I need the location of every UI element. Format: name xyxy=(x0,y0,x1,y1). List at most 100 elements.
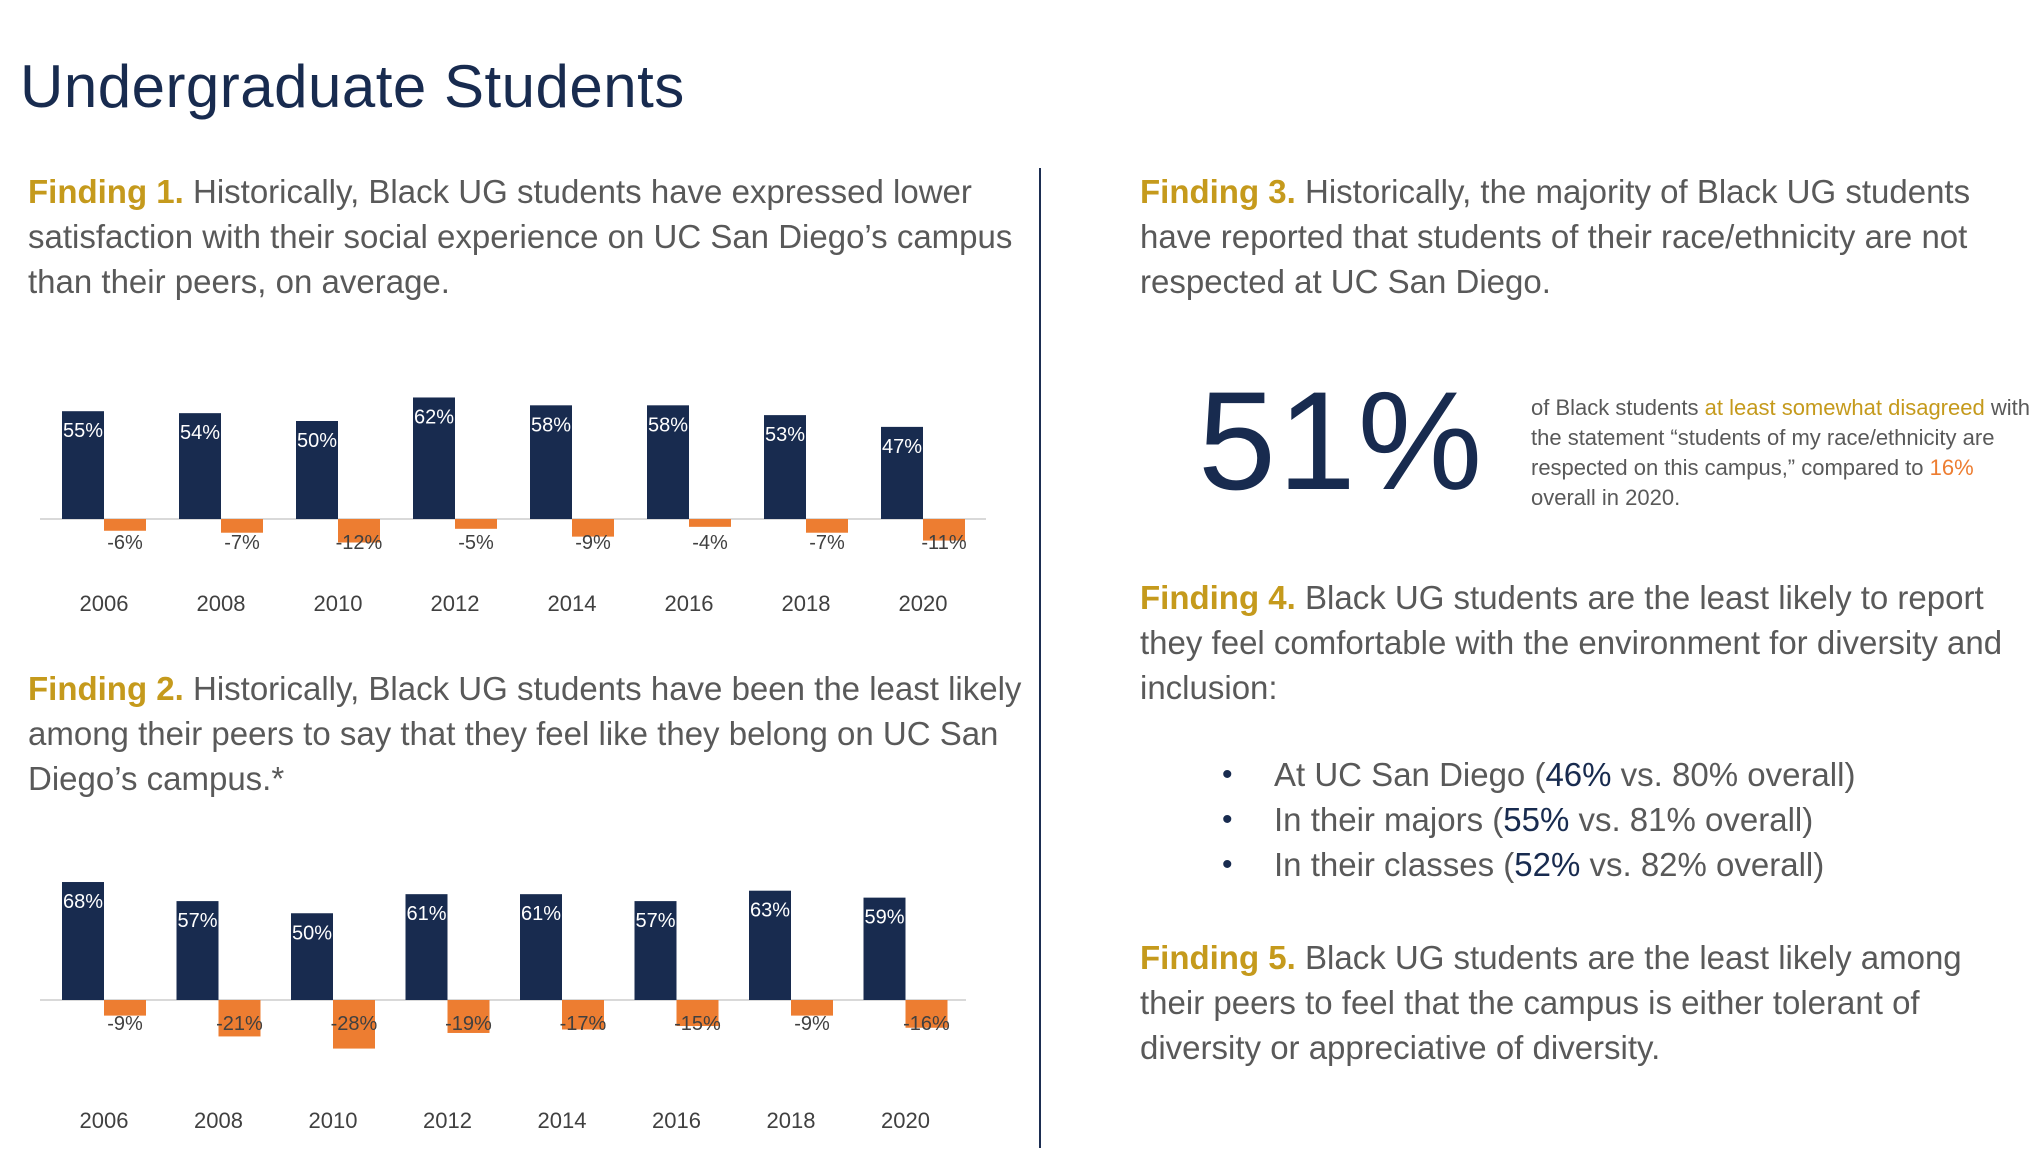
bar-data-label: 58% xyxy=(531,414,571,436)
finding-3: Finding 3. Historically, the majority of… xyxy=(1140,169,2030,304)
bar-data-label: 47% xyxy=(882,436,922,458)
finding-3-label: Finding 3. xyxy=(1140,173,1296,210)
bar-gap-vs-overall xyxy=(676,1000,719,1027)
bar-gap-vs-overall xyxy=(806,519,848,533)
belonging-chart: 68% -9% 2006 57% -21% 2008 50% -28% 2010 61% -19% 2… xyxy=(40,882,966,1133)
bullet-post: vs. 80% overall) xyxy=(1611,756,1856,793)
bar-gap-vs-overall xyxy=(218,1000,261,1037)
bar-black-students xyxy=(530,405,572,519)
x-tick-label: 2014 xyxy=(548,591,597,615)
bar-black-students xyxy=(62,882,104,1000)
x-tick-label: 2016 xyxy=(665,591,714,615)
bar-black-students xyxy=(291,913,333,1000)
bar-black-students xyxy=(863,897,906,1000)
x-tick-label: 2020 xyxy=(899,591,948,615)
bar-gap-vs-overall xyxy=(338,519,380,543)
x-tick-label: 2006 xyxy=(80,591,129,615)
bar-black-students xyxy=(520,894,562,1000)
bar-data-label: -6% xyxy=(107,532,143,554)
bullet-post: vs. 82% overall) xyxy=(1580,846,1825,883)
finding-5: Finding 5. Black UG students are the lea… xyxy=(1140,935,2030,1070)
bar-black-students xyxy=(179,413,221,519)
finding-5-text: Black UG students are the least likely a… xyxy=(1140,939,1962,1066)
x-tick-label: 2016 xyxy=(652,1108,701,1133)
x-tick-label: 2006 xyxy=(80,1108,129,1133)
finding-1-text: Historically, Black UG students have exp… xyxy=(28,173,1013,300)
bar-black-students xyxy=(749,890,791,1000)
bar-gap-vs-overall xyxy=(905,1000,948,1028)
finding-5-label: Finding 5. xyxy=(1140,939,1296,976)
bar-data-label: 68% xyxy=(63,891,103,913)
x-tick-label: 2010 xyxy=(314,591,363,615)
bar-gap-vs-overall xyxy=(104,519,146,531)
bar-black-students xyxy=(634,901,677,1000)
bar-data-label: -12% xyxy=(336,532,383,554)
bar-gap-vs-overall xyxy=(447,1000,490,1033)
bar-data-label: -11% xyxy=(921,532,966,554)
bar-data-label: -7% xyxy=(224,532,260,554)
bar-black-students xyxy=(296,421,338,519)
stat-desc-part-3: overall in 2020. xyxy=(1531,485,1681,510)
bar-gap-vs-overall xyxy=(923,519,965,541)
bullet-value: 52% xyxy=(1514,846,1581,883)
bar-data-label: 59% xyxy=(864,907,904,929)
finding-4-text: Black UG students are the least likely t… xyxy=(1140,579,2003,706)
stat-desc-overall: 16% xyxy=(1929,455,1974,480)
page-title: Undergraduate Students xyxy=(20,53,685,120)
bar-gap-vs-overall xyxy=(455,519,497,529)
bar-data-label: -9% xyxy=(575,532,611,554)
bullet-pre: At UC San Diego ( xyxy=(1274,756,1546,793)
x-tick-label: 2014 xyxy=(538,1108,587,1133)
finding-2-text: Historically, Black UG students have bee… xyxy=(28,670,1022,797)
bar-data-label: 55% xyxy=(63,420,103,442)
bar-gap-vs-overall xyxy=(791,1000,833,1016)
column-divider xyxy=(1039,168,1041,1148)
bullet-item: In their majors (55% vs. 81% overall) xyxy=(1222,797,1855,842)
bar-black-students xyxy=(881,426,923,519)
stat-desc-highlight: at least somewhat disagreed xyxy=(1704,395,1985,420)
bar-data-label: 50% xyxy=(292,922,332,944)
x-tick-label: 2012 xyxy=(423,1108,472,1133)
bar-data-label: 57% xyxy=(177,910,217,932)
bar-data-label: -5% xyxy=(458,532,494,554)
bar-gap-vs-overall xyxy=(689,519,731,527)
bar-data-label: -9% xyxy=(107,1013,143,1035)
bar-black-students xyxy=(62,411,104,519)
bar-data-label: -21% xyxy=(216,1013,263,1035)
bar-data-label: 54% xyxy=(180,422,220,444)
bar-data-label: -17% xyxy=(560,1013,607,1035)
bar-data-label: -19% xyxy=(445,1013,492,1035)
bar-gap-vs-overall xyxy=(221,519,263,533)
bar-black-students xyxy=(176,901,219,1000)
bar-data-label: -4% xyxy=(692,532,728,554)
bullet-item: In their classes (52% vs. 82% overall) xyxy=(1222,842,1855,887)
x-tick-label: 2018 xyxy=(782,591,831,615)
bullet-value: 55% xyxy=(1503,801,1570,838)
x-tick-label: 2010 xyxy=(309,1108,358,1133)
finding-1: Finding 1. Historically, Black UG studen… xyxy=(28,169,1028,304)
bar-data-label: 58% xyxy=(648,414,688,436)
bar-data-label: 53% xyxy=(765,424,805,446)
bar-data-label: 61% xyxy=(406,903,446,925)
finding-3-text: Historically, the majority of Black UG s… xyxy=(1140,173,1971,300)
bar-data-label: -9% xyxy=(794,1013,830,1035)
bar-gap-vs-overall xyxy=(562,1000,604,1030)
bar-data-label: -15% xyxy=(674,1013,721,1035)
bar-black-students xyxy=(764,415,806,519)
bullet-pre: In their classes ( xyxy=(1274,846,1515,883)
comfort-bullet-list: At UC San Diego (46% vs. 80% overall) In… xyxy=(1222,752,1855,887)
bar-data-label: 62% xyxy=(414,406,454,428)
finding-4: Finding 4. Black UG students are the lea… xyxy=(1140,575,2030,710)
x-tick-label: 2012 xyxy=(431,591,480,615)
stat-description: of Black students at least somewhat disa… xyxy=(1531,393,2031,513)
bar-data-label: 50% xyxy=(297,430,337,452)
bar-data-label: 63% xyxy=(750,900,790,922)
bullet-post: vs. 81% overall) xyxy=(1569,801,1814,838)
satisfaction-chart: 55% -6% 2006 54% -7% 2008 50% -12% 2010 62% -5% 201… xyxy=(40,397,986,615)
x-tick-label: 2018 xyxy=(767,1108,816,1133)
bar-black-students xyxy=(413,397,455,519)
bar-data-label: 61% xyxy=(521,903,561,925)
bar-gap-vs-overall xyxy=(104,1000,146,1016)
bar-black-students xyxy=(647,405,689,519)
stat-desc-part-2: with the statement “students of my race/… xyxy=(1531,395,2030,480)
